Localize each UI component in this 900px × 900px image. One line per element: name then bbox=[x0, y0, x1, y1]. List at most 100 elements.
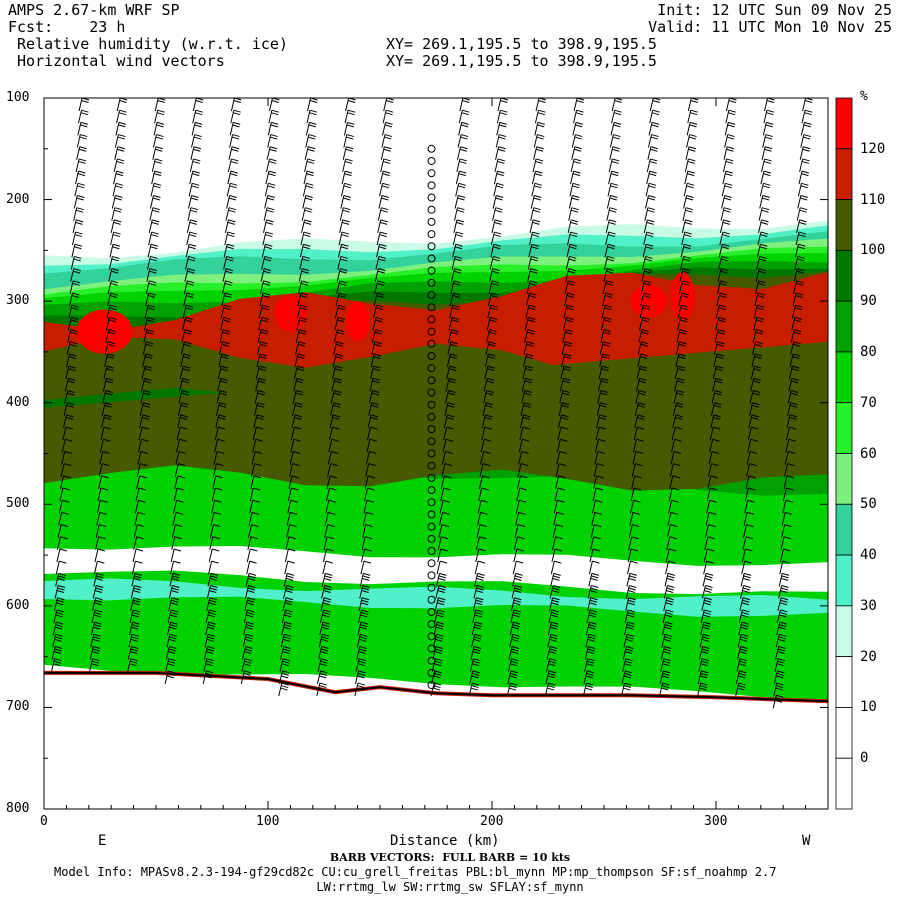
wind-barb bbox=[218, 353, 229, 368]
wind-barb bbox=[704, 536, 715, 550]
wind-barb bbox=[433, 621, 445, 636]
wind-barb bbox=[530, 195, 542, 209]
wind-barb bbox=[299, 255, 310, 270]
x-tick-label: 200 bbox=[480, 814, 504, 829]
wind-barb bbox=[507, 658, 519, 672]
wind-barb bbox=[328, 426, 340, 441]
wind-barb bbox=[746, 463, 757, 477]
wind-barb bbox=[286, 511, 298, 526]
calm-wind-circle bbox=[427, 412, 436, 421]
wind-barb bbox=[319, 609, 331, 624]
wind-barb bbox=[185, 255, 196, 270]
calm-wind-circle bbox=[427, 388, 436, 397]
wind-barb bbox=[64, 390, 75, 404]
wind-barb bbox=[440, 487, 451, 502]
wind-barb bbox=[775, 646, 786, 660]
wind-barb bbox=[562, 316, 574, 331]
wind-barb bbox=[525, 304, 536, 319]
wind-barb bbox=[456, 146, 468, 160]
wind-barb bbox=[526, 280, 538, 294]
header-middle: XY= 269.1,195.5 to 398.9,195.5 XY= 269.1… bbox=[386, 36, 657, 70]
wind-barb bbox=[264, 182, 276, 197]
wind-barb bbox=[242, 633, 254, 648]
model-info: Model Info: MPASv8.2.3-194-gf29cd82c CU:… bbox=[54, 865, 777, 879]
wind-barb bbox=[557, 426, 569, 441]
wind-barb bbox=[249, 499, 260, 514]
wind-barb bbox=[456, 158, 468, 173]
saturation-patch bbox=[76, 309, 133, 354]
wind-barb bbox=[252, 426, 264, 441]
wind-barb bbox=[800, 134, 811, 148]
wind-barb bbox=[743, 511, 755, 526]
wind-barb bbox=[436, 560, 448, 575]
wind-barb bbox=[627, 548, 639, 563]
x-tick-label: 300 bbox=[704, 814, 728, 829]
wind-barb bbox=[446, 365, 457, 380]
wind-barb bbox=[359, 572, 371, 587]
wind-barb bbox=[90, 633, 101, 648]
wind-barb bbox=[744, 487, 756, 502]
wind-barb bbox=[679, 268, 691, 282]
wind-barb bbox=[137, 438, 149, 453]
wind-barb bbox=[101, 414, 112, 429]
calm-wind-circle bbox=[427, 620, 436, 629]
wind-barb bbox=[753, 316, 764, 331]
wind-barb bbox=[131, 572, 142, 587]
wind-barb bbox=[662, 621, 673, 636]
saturation-patch bbox=[274, 295, 307, 332]
wind-barb bbox=[213, 450, 225, 465]
wind-barb bbox=[635, 390, 647, 404]
wind-barb bbox=[549, 597, 560, 611]
wind-barb bbox=[52, 621, 64, 636]
calm-wind-circle bbox=[427, 291, 436, 300]
wind-barb bbox=[178, 390, 190, 404]
colorbar-level-label: 100 bbox=[860, 242, 886, 259]
wind-barb bbox=[302, 182, 314, 197]
init-time: Init: 12 UTC Sun 09 Nov 25 bbox=[657, 1, 892, 19]
rh-band bbox=[44, 341, 828, 491]
wind-barb bbox=[331, 377, 342, 392]
wind-barb bbox=[287, 499, 298, 514]
wind-barb bbox=[483, 377, 495, 392]
wind-barb bbox=[705, 511, 717, 526]
wind-barb bbox=[649, 109, 660, 124]
x-axis-label: Distance (km) bbox=[390, 833, 500, 849]
wind-barb bbox=[287, 487, 299, 502]
y-tick-label: 700 bbox=[6, 699, 30, 715]
wind-barb bbox=[670, 450, 682, 465]
wind-barb bbox=[762, 134, 773, 148]
wind-barb bbox=[529, 219, 541, 233]
wind-barb bbox=[241, 646, 253, 660]
wind-barb bbox=[710, 414, 721, 429]
calm-wind-circle bbox=[427, 668, 436, 677]
wind-barb bbox=[605, 219, 617, 233]
calm-wind-circle bbox=[427, 595, 436, 604]
wind-barb bbox=[533, 134, 545, 148]
calm-wind-circle bbox=[427, 193, 436, 202]
wind-barb bbox=[71, 231, 83, 246]
wind-barb bbox=[571, 146, 582, 160]
wind-barb bbox=[243, 609, 255, 624]
wind-barb bbox=[291, 414, 303, 429]
wind-barb bbox=[511, 585, 523, 599]
wind-barb bbox=[449, 304, 460, 319]
wind-barb bbox=[453, 219, 465, 233]
wind-barb bbox=[149, 195, 161, 209]
wind-barb bbox=[280, 633, 292, 648]
wind-barb bbox=[735, 682, 746, 697]
wind-barb bbox=[212, 463, 224, 477]
wind-barb bbox=[524, 316, 536, 331]
wind-barb bbox=[525, 292, 537, 307]
wind-barb bbox=[492, 195, 504, 209]
wind-barb bbox=[98, 475, 109, 489]
wind-barb bbox=[212, 475, 223, 489]
wind-barb bbox=[339, 219, 350, 233]
wind-barb bbox=[286, 524, 297, 538]
wind-barb bbox=[782, 487, 794, 502]
wind-barb bbox=[531, 170, 543, 185]
wind-barb bbox=[563, 304, 575, 319]
wind-barb bbox=[74, 182, 86, 197]
wind-barb bbox=[447, 329, 459, 343]
wind-barb bbox=[701, 597, 712, 611]
